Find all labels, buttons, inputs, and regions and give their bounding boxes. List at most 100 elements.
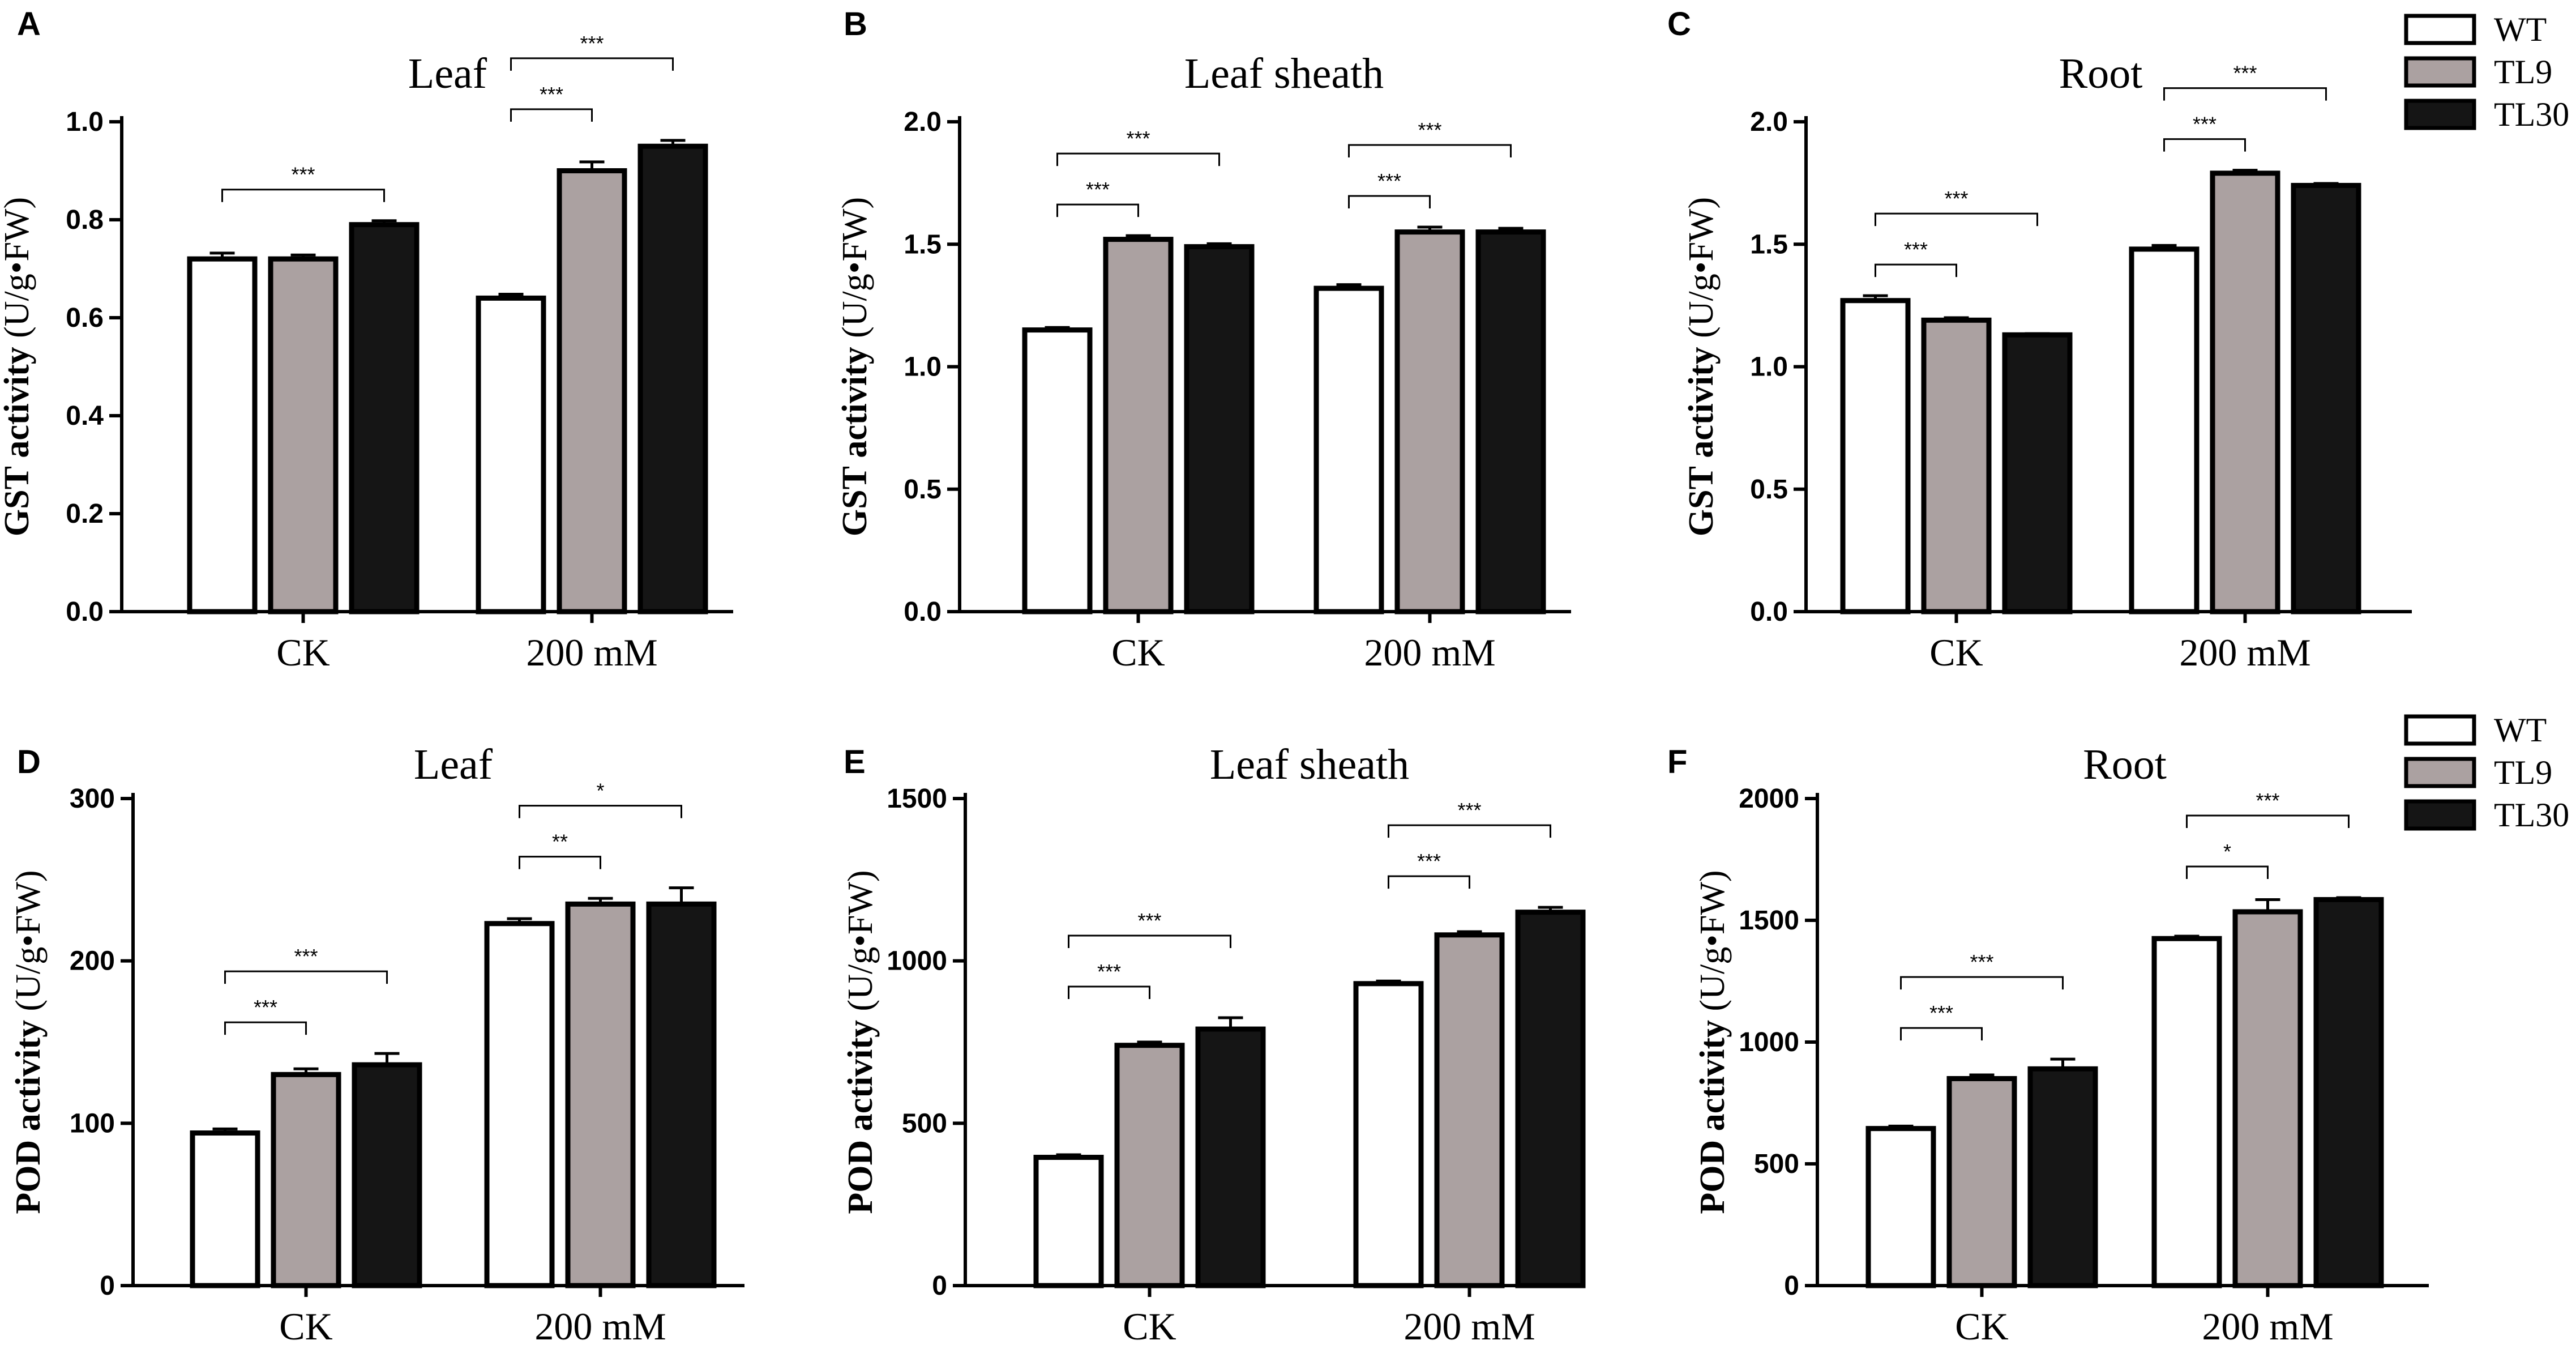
y-tick-label: 0: [100, 1271, 115, 1301]
significance-bracket: [510, 57, 674, 71]
y-tick-label: 500: [902, 1108, 947, 1138]
significance-label: ***: [2256, 789, 2279, 812]
panel-title: Leaf: [414, 741, 493, 788]
significance-label: ***: [1097, 960, 1121, 983]
significance-bracket: [224, 1021, 307, 1035]
significance-bracket: [519, 856, 601, 869]
significance-bracket: [1388, 824, 1551, 838]
bar-tl9-200mm: [1434, 932, 1505, 1288]
legend-label: TL30: [2494, 96, 2569, 133]
x-category-label: 200 mM: [1403, 1305, 1535, 1348]
panel-E: E Leaf sheath POD activity (U/g•FW) 0 500 100…: [841, 741, 1586, 1348]
significance-label: ***: [2193, 113, 2216, 136]
y-tick-label: 1.0: [1750, 352, 1788, 382]
y-tick-label: 0.5: [1750, 475, 1788, 505]
panel-label: C: [1667, 6, 1691, 42]
legend-swatch-tl30: [2404, 799, 2476, 831]
significance-label: ***: [580, 32, 604, 55]
bar-tl30-200mm: [1475, 229, 1546, 614]
panel-F: F Root POD activity (U/g•FW) 0 500 1000 1500 20…: [1667, 741, 2429, 1348]
bar-wt-ck: [1033, 1155, 1104, 1288]
significance-bracket: [224, 970, 388, 984]
x-category-label: 200 mM: [526, 631, 657, 674]
panel-C: C Root GST activity (U/g•FW) 0.0 0.5 1.0 1.5 2.…: [1667, 6, 2412, 674]
significance-bracket: [2186, 814, 2350, 829]
x-category-label: 200 mM: [2179, 631, 2310, 674]
y-axis-label: GST activity (U/g•FW): [836, 197, 874, 536]
bar-wt-200mm: [476, 295, 546, 614]
panel-title: Root: [2083, 741, 2167, 788]
significance-bracket: [2163, 138, 2246, 152]
y-tick-label: 300: [70, 784, 115, 814]
legend-swatch-tl9: [2404, 56, 2476, 88]
significance-label: *: [596, 779, 604, 803]
significance-bracket: [519, 805, 682, 818]
significance-label: ***: [1417, 850, 1441, 873]
bar-tl30-ck: [352, 1062, 422, 1288]
y-tick-label: 0.6: [66, 303, 104, 333]
significance-label: ***: [1970, 950, 1993, 974]
bar-tl30-ck: [2002, 332, 2073, 614]
x-category-label: 200 mM: [1364, 631, 1495, 674]
bar-tl30-ck: [1184, 244, 1255, 614]
y-tick-label: 0.2: [66, 499, 104, 529]
bar-tl30-200mm: [637, 143, 708, 614]
bar-wt-200mm: [2129, 246, 2200, 614]
bar-wt-ck: [1840, 298, 1911, 614]
y-tick-label: 1500: [887, 784, 947, 814]
significance-label: ***: [1126, 127, 1150, 150]
significance-label: ***: [1944, 187, 1968, 210]
y-axis-label: GST activity (U/g•FW): [1682, 197, 1721, 536]
bar-tl30-ck: [2027, 1066, 2098, 1288]
bar-wt-ck: [1022, 327, 1093, 614]
panel-title: Root: [2059, 50, 2143, 97]
significance-label: ***: [1377, 169, 1401, 193]
panel-title: Leaf sheath: [1184, 50, 1384, 97]
legend-swatch-tl30: [2404, 99, 2476, 130]
y-tick-label: 2.0: [904, 107, 942, 137]
significance-bracket: [2186, 865, 2269, 880]
y-axis-label-main: GST activity: [0, 347, 36, 536]
significance-label: ***: [254, 996, 277, 1019]
legend-label: WT: [2494, 711, 2547, 749]
x-category-label: CK: [1111, 631, 1165, 674]
bar-tl9-200mm: [557, 168, 627, 614]
bar-wt-200mm: [2151, 936, 2222, 1288]
y-axis-label-main: POD activity: [1693, 1020, 1732, 1214]
y-axis-label-main: POD activity: [9, 1020, 48, 1214]
bar-tl9-200mm: [2210, 170, 2280, 614]
significance-label: ***: [291, 163, 315, 186]
y-axis-label-unit: (U/g•FW): [836, 197, 874, 347]
bar-wt-ck: [1865, 1126, 1936, 1288]
significance-bracket: [1056, 152, 1220, 167]
y-tick-label: 2000: [1739, 784, 1799, 814]
panel-label: B: [844, 6, 867, 42]
panel-label: E: [844, 744, 866, 780]
significance-bracket: [1068, 934, 1231, 948]
significance-bracket: [1900, 976, 2064, 990]
y-axis-label-main: GST activity: [836, 347, 874, 536]
significance-label: ***: [1929, 1001, 1953, 1025]
y-axis-label-unit: (U/g•FW): [841, 870, 880, 1020]
legend-swatch-wt: [2404, 714, 2476, 746]
significance-label: ***: [1418, 118, 1441, 142]
bar-tl30-200mm: [1515, 910, 1586, 1288]
y-tick-label: 1500: [1739, 906, 1799, 936]
y-tick-label: 0.0: [904, 597, 942, 627]
significance-bracket: [1875, 263, 1957, 278]
bar-tl9-ck: [1114, 1043, 1185, 1288]
y-tick-label: 1.5: [1750, 229, 1788, 259]
significance-label: ***: [1137, 909, 1161, 932]
x-category-label: CK: [1955, 1305, 2008, 1348]
bar-wt-200mm: [1353, 981, 1424, 1288]
significance-label: ***: [294, 945, 318, 968]
panel-title: Leaf: [408, 50, 487, 97]
x-category-label: CK: [279, 1305, 332, 1348]
legend: WT TL9 TL30: [2404, 711, 2569, 834]
y-tick-label: 0: [1784, 1271, 1799, 1301]
y-tick-label: 0.5: [904, 475, 942, 505]
bar-tl30-200mm: [2313, 897, 2384, 1288]
y-tick-label: 1.5: [904, 229, 942, 259]
significance-label: ***: [1086, 178, 1110, 201]
